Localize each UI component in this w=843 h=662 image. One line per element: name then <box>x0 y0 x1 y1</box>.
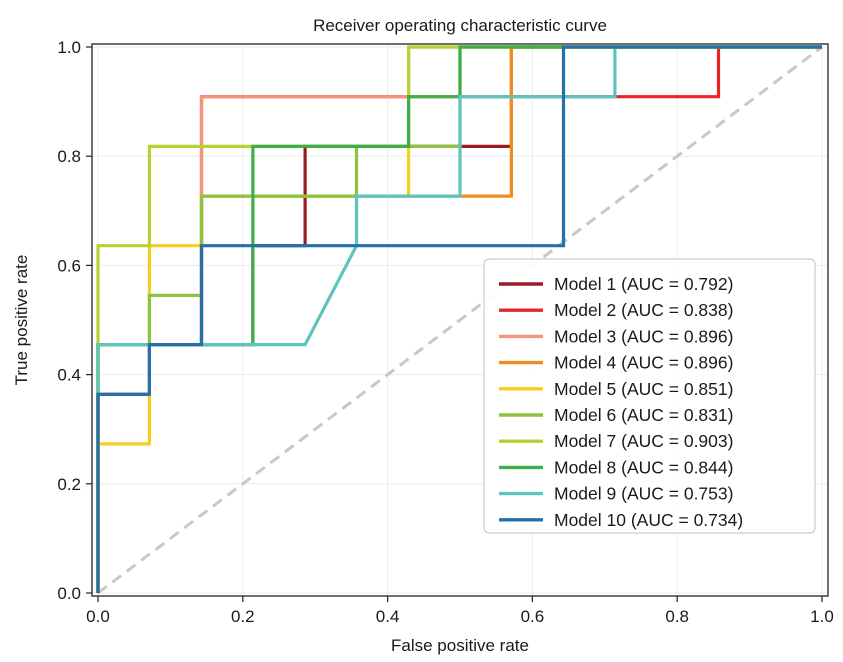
x-tick-label: 0.2 <box>231 607 255 626</box>
legend-label-model-5: Model 5 (AUC = 0.851) <box>554 379 733 399</box>
y-tick-label: 0.4 <box>57 366 81 385</box>
legend-label-model-9: Model 9 (AUC = 0.753) <box>554 484 733 504</box>
legend-label-model-1: Model 1 (AUC = 0.792) <box>554 274 733 294</box>
y-tick-label: 0.6 <box>57 256 81 275</box>
roc-line-model-10 <box>96 45 822 593</box>
roc-series <box>96 45 822 593</box>
axis-ticks: 0.0 0.2 0.4 0.6 0.8 1.0 0.0 0.2 0.4 0.6 0.8 1.0 <box>57 38 833 626</box>
legend-label-model-3: Model 3 (AUC = 0.896) <box>554 326 733 346</box>
legend-label-model-8: Model 8 (AUC = 0.844) <box>554 457 733 477</box>
legend-label-model-4: Model 4 (AUC = 0.896) <box>554 353 733 373</box>
y-tick-label: 0.2 <box>57 475 81 494</box>
legend-label-model-10: Model 10 (AUC = 0.734) <box>554 510 743 530</box>
legend: Model 1 (AUC = 0.792) Model 2 (AUC = 0.83… <box>483 258 816 534</box>
y-axis-label: True positive rate <box>12 255 31 386</box>
legend-box <box>483 258 816 534</box>
y-tick-label: 0.0 <box>57 584 81 603</box>
y-tick-label: 0.8 <box>57 147 81 166</box>
x-tick-label: 0.0 <box>86 607 110 626</box>
legend-label-model-7: Model 7 (AUC = 0.903) <box>554 431 733 451</box>
x-tick-label: 1.0 <box>810 607 834 626</box>
y-tick-label: 1.0 <box>57 38 81 57</box>
chance-diagonal <box>97 45 823 595</box>
x-axis-label: False positive rate <box>391 636 529 655</box>
x-tick-label: 0.4 <box>376 607 400 626</box>
legend-label-model-2: Model 2 (AUC = 0.838) <box>554 300 733 320</box>
chance-line <box>97 45 823 595</box>
x-tick-label: 0.6 <box>521 607 545 626</box>
plot-frame <box>91 43 829 597</box>
legend-label-model-6: Model 6 (AUC = 0.831) <box>554 405 733 425</box>
x-tick-label: 0.8 <box>665 607 689 626</box>
chart-title: Receiver operating characteristic curve <box>313 16 607 35</box>
roc-line-model-7 <box>96 45 822 593</box>
